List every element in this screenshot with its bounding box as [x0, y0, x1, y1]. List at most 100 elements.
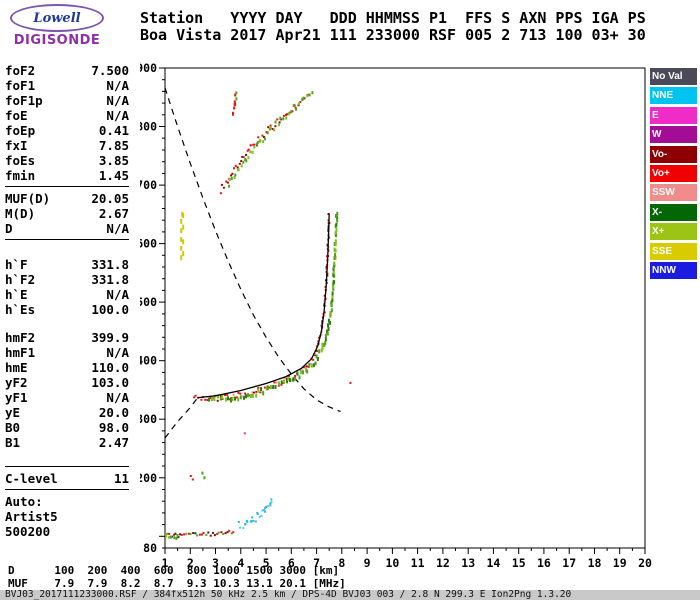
param-row-foes: foEs 3.85: [5, 153, 129, 168]
parameter-panel: foF2 7.500 foF1 N/A foF1p N/A foE N/A foEp 0.41 fx…: [5, 63, 129, 539]
param-label: h`F2: [5, 272, 36, 287]
param-row-ye: yE 20.0: [5, 405, 129, 420]
param-value: 20.0: [98, 405, 129, 420]
x-axis-label: 18: [588, 556, 602, 570]
status-bar: BVJ03_2017111233000.RSF / 384fx512h 50 k…: [0, 590, 700, 600]
x-axis-label: 11: [411, 556, 425, 570]
param-label: C-level: [5, 471, 58, 486]
ionogram-plot: 9008007006005004003002008012345678910111…: [140, 61, 652, 570]
param-value: N/A: [106, 221, 129, 236]
param-label: foE: [5, 108, 28, 123]
param-label: foF1: [5, 78, 36, 93]
param-value: 331.8: [91, 272, 129, 287]
noise-red-dots: [189, 381, 352, 481]
muf-distance-row: D 100 200 400 600 800 1000 1500 3000 [km…: [8, 564, 340, 577]
trace-f2-x-second-hop: [228, 91, 314, 188]
status-bar-text: BVJ03_2017111233000.RSF / 384fx512h 50 k…: [5, 590, 572, 600]
x-axis-label: 20: [638, 556, 652, 570]
param-row-hmf2: hmF2 399.9: [5, 330, 129, 345]
param-value: 331.8: [91, 257, 129, 272]
param-value: 399.9: [91, 330, 129, 345]
legend-item-nne: NNE: [650, 87, 697, 105]
plot-axes: 9008007006005004003002008012345678910111…: [140, 61, 652, 570]
param-label: M(D): [5, 206, 36, 221]
param-label: hmF1: [5, 345, 36, 360]
legend-item-w: W: [650, 126, 697, 144]
param-row-b0: B0 98.0: [5, 420, 129, 435]
x-axis-label: 7: [313, 556, 320, 570]
x-axis-label: 6: [288, 556, 295, 570]
y-axis-label: 300: [140, 412, 157, 426]
x-axis-label: 15: [512, 556, 526, 570]
noise-magenta-dot: [243, 432, 246, 435]
param-separator: [5, 489, 129, 490]
x-axis-label: 9: [364, 556, 371, 570]
param-value: 20.05: [91, 191, 129, 206]
trace-es-drift-nne: [237, 498, 273, 530]
legend-item-sse: SSE: [650, 242, 697, 260]
x-axis-label: 10: [385, 556, 399, 570]
legend-item-x+: X+: [650, 223, 697, 241]
param-label: MUF(D): [5, 191, 51, 206]
direction-color-legend: No Val NNE E W Vo- Vo+ SSW X- X+ SSE NNW: [650, 68, 697, 281]
param-label: B1: [5, 435, 21, 450]
legend-item-ssw: SSW: [650, 184, 697, 202]
plot-frame: [164, 67, 646, 549]
param-label: hmF2: [5, 330, 36, 345]
sse-spread-column: [180, 211, 185, 261]
param-value: 0.41: [98, 123, 129, 138]
param-label: h`F: [5, 257, 28, 272]
x-axis-label: 4: [237, 556, 244, 570]
param-label: fxI: [5, 138, 28, 153]
x-axis-label: 1: [162, 556, 169, 570]
y-axis-label: 200: [140, 471, 157, 485]
param-value: 103.0: [91, 375, 129, 390]
logo-ellipse: Lowell: [10, 4, 104, 32]
param-row-mufd: MUF(D) 20.05: [5, 191, 129, 206]
param-label: yF2: [5, 375, 28, 390]
param-row-hf: h`F 331.8: [5, 257, 129, 272]
param-value: N/A: [106, 345, 129, 360]
legend-item-e: E: [650, 106, 697, 124]
param-value: 100.0: [91, 302, 129, 317]
param-row-hf2: h`F2 331.8: [5, 272, 129, 287]
param-label: foF2: [5, 63, 36, 78]
param-row-auto: Auto:: [5, 494, 129, 509]
param-label: B0: [5, 420, 21, 435]
param-value: 2.67: [98, 206, 129, 221]
param-value: 7.85: [98, 138, 129, 153]
y-axis-label: 800: [140, 120, 157, 134]
param-label: foF1p: [5, 93, 43, 108]
x-axis-label: 17: [562, 556, 576, 570]
y-axis-label: 900: [140, 61, 157, 75]
param-label: foEs: [5, 153, 36, 168]
station-header-fields: Station YYYY DAY DDD HHMMSS P1 FFS S AXN…: [140, 9, 646, 27]
param-value: N/A: [106, 287, 129, 302]
param-value: 7.500: [91, 63, 129, 78]
param-value: N/A: [106, 93, 129, 108]
param-gap: [5, 317, 129, 330]
transmission-curve-dashed: [164, 87, 341, 413]
param-gap: [5, 450, 129, 463]
y-axis-label: 600: [140, 237, 157, 251]
param-row-md: M(D) 2.67: [5, 206, 129, 221]
param-value: 110.0: [91, 360, 129, 375]
param-row-fof1p: foF1p N/A: [5, 93, 129, 108]
param-value: 98.0: [98, 420, 129, 435]
x-axis-label: 5: [263, 556, 270, 570]
x-axis-label: 13: [461, 556, 475, 570]
param-separator: [5, 239, 129, 240]
legend-item-no-val: No Val: [650, 68, 697, 85]
param-label: Artist5: [5, 509, 58, 524]
trace-third-hop-fragment: [232, 91, 238, 116]
legend-item-vo-: Vo-: [650, 145, 697, 163]
param-row-foe: foE N/A: [5, 108, 129, 123]
noise-green-dots: [201, 471, 206, 480]
x-axis-label: 19: [613, 556, 627, 570]
y-axis-label: 700: [140, 178, 157, 192]
param-row-fmin: fmin 1.45: [5, 168, 129, 183]
param-label: h`Es: [5, 302, 36, 317]
param-row-he: h`E N/A: [5, 287, 129, 302]
trace-es-green-left: [165, 534, 179, 540]
param-row-500200: 500200: [5, 524, 129, 539]
